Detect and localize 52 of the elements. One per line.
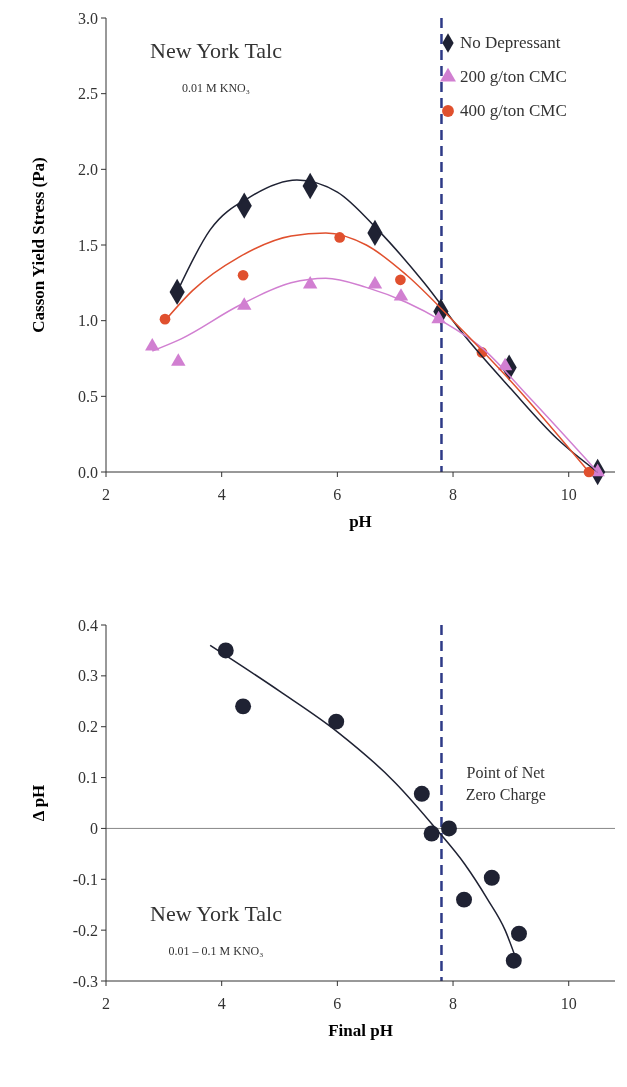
point <box>302 276 318 289</box>
x-tick-label: 2 <box>102 486 110 503</box>
point <box>237 269 249 281</box>
y-tick-label: 0.4 <box>78 616 98 634</box>
annotation: Point of Net Zero Charge <box>465 764 546 805</box>
y-tick-label: -0.1 <box>72 870 98 888</box>
x-tick-label: 4 <box>217 486 226 503</box>
annotation: 0.01 – 0.1 M KNO₃ <box>168 944 264 959</box>
y-axis-title: Δ pH <box>29 784 48 822</box>
legend-label: No Depressant <box>460 33 561 52</box>
x-tick-label: 6 <box>333 486 342 503</box>
y-tick-label: -0.2 <box>72 921 98 939</box>
point <box>505 952 522 969</box>
y-tick-label: 0.0 <box>78 463 98 481</box>
point <box>483 869 500 886</box>
y-tick-label: 1.5 <box>78 236 98 254</box>
y-axis-title: Casson Yield Stress (Pa) <box>29 157 48 333</box>
y-tick-label: -0.3 <box>72 972 98 990</box>
y-tick-label: 3.0 <box>78 9 98 27</box>
x-tick-label: 4 <box>217 995 226 1012</box>
annotation: 0.01 M KNO₃ <box>182 81 250 95</box>
y-tick-label: 1.0 <box>78 312 98 330</box>
point <box>328 713 345 730</box>
x-axis-title: Final pH <box>328 1021 393 1040</box>
legend-label: 400 g/ton CMC <box>460 101 567 120</box>
x-tick-label: 2 <box>102 995 110 1012</box>
y-tick-label: 0.2 <box>78 718 98 736</box>
y-tick-label: 0.5 <box>78 387 98 405</box>
point <box>413 785 430 802</box>
x-tick-label: 10 <box>560 995 577 1012</box>
y-tick-label: 0.1 <box>78 769 98 787</box>
x-axis-title: pH <box>349 512 372 531</box>
point <box>171 353 186 366</box>
y-tick-label: 2.0 <box>78 160 98 178</box>
point <box>145 338 160 351</box>
point <box>511 925 527 942</box>
x-tick-label: 6 <box>333 995 342 1012</box>
x-tick-label: 10 <box>560 486 577 503</box>
legend-label: 200 g/ton CMC <box>460 67 567 86</box>
y-tick-label: 2.5 <box>78 85 98 103</box>
annotation: New York Talc <box>150 901 283 927</box>
point <box>395 274 406 286</box>
point <box>456 891 473 908</box>
y-tick-label: 0.3 <box>78 667 98 685</box>
point <box>235 698 252 715</box>
point <box>367 276 383 289</box>
y-tick-label: 0 <box>90 820 98 838</box>
x-tick-label: 8 <box>449 995 458 1012</box>
x-tick-label: 8 <box>449 486 458 503</box>
annotation: New York Talc <box>150 38 283 63</box>
point <box>441 820 457 837</box>
point <box>393 288 409 301</box>
